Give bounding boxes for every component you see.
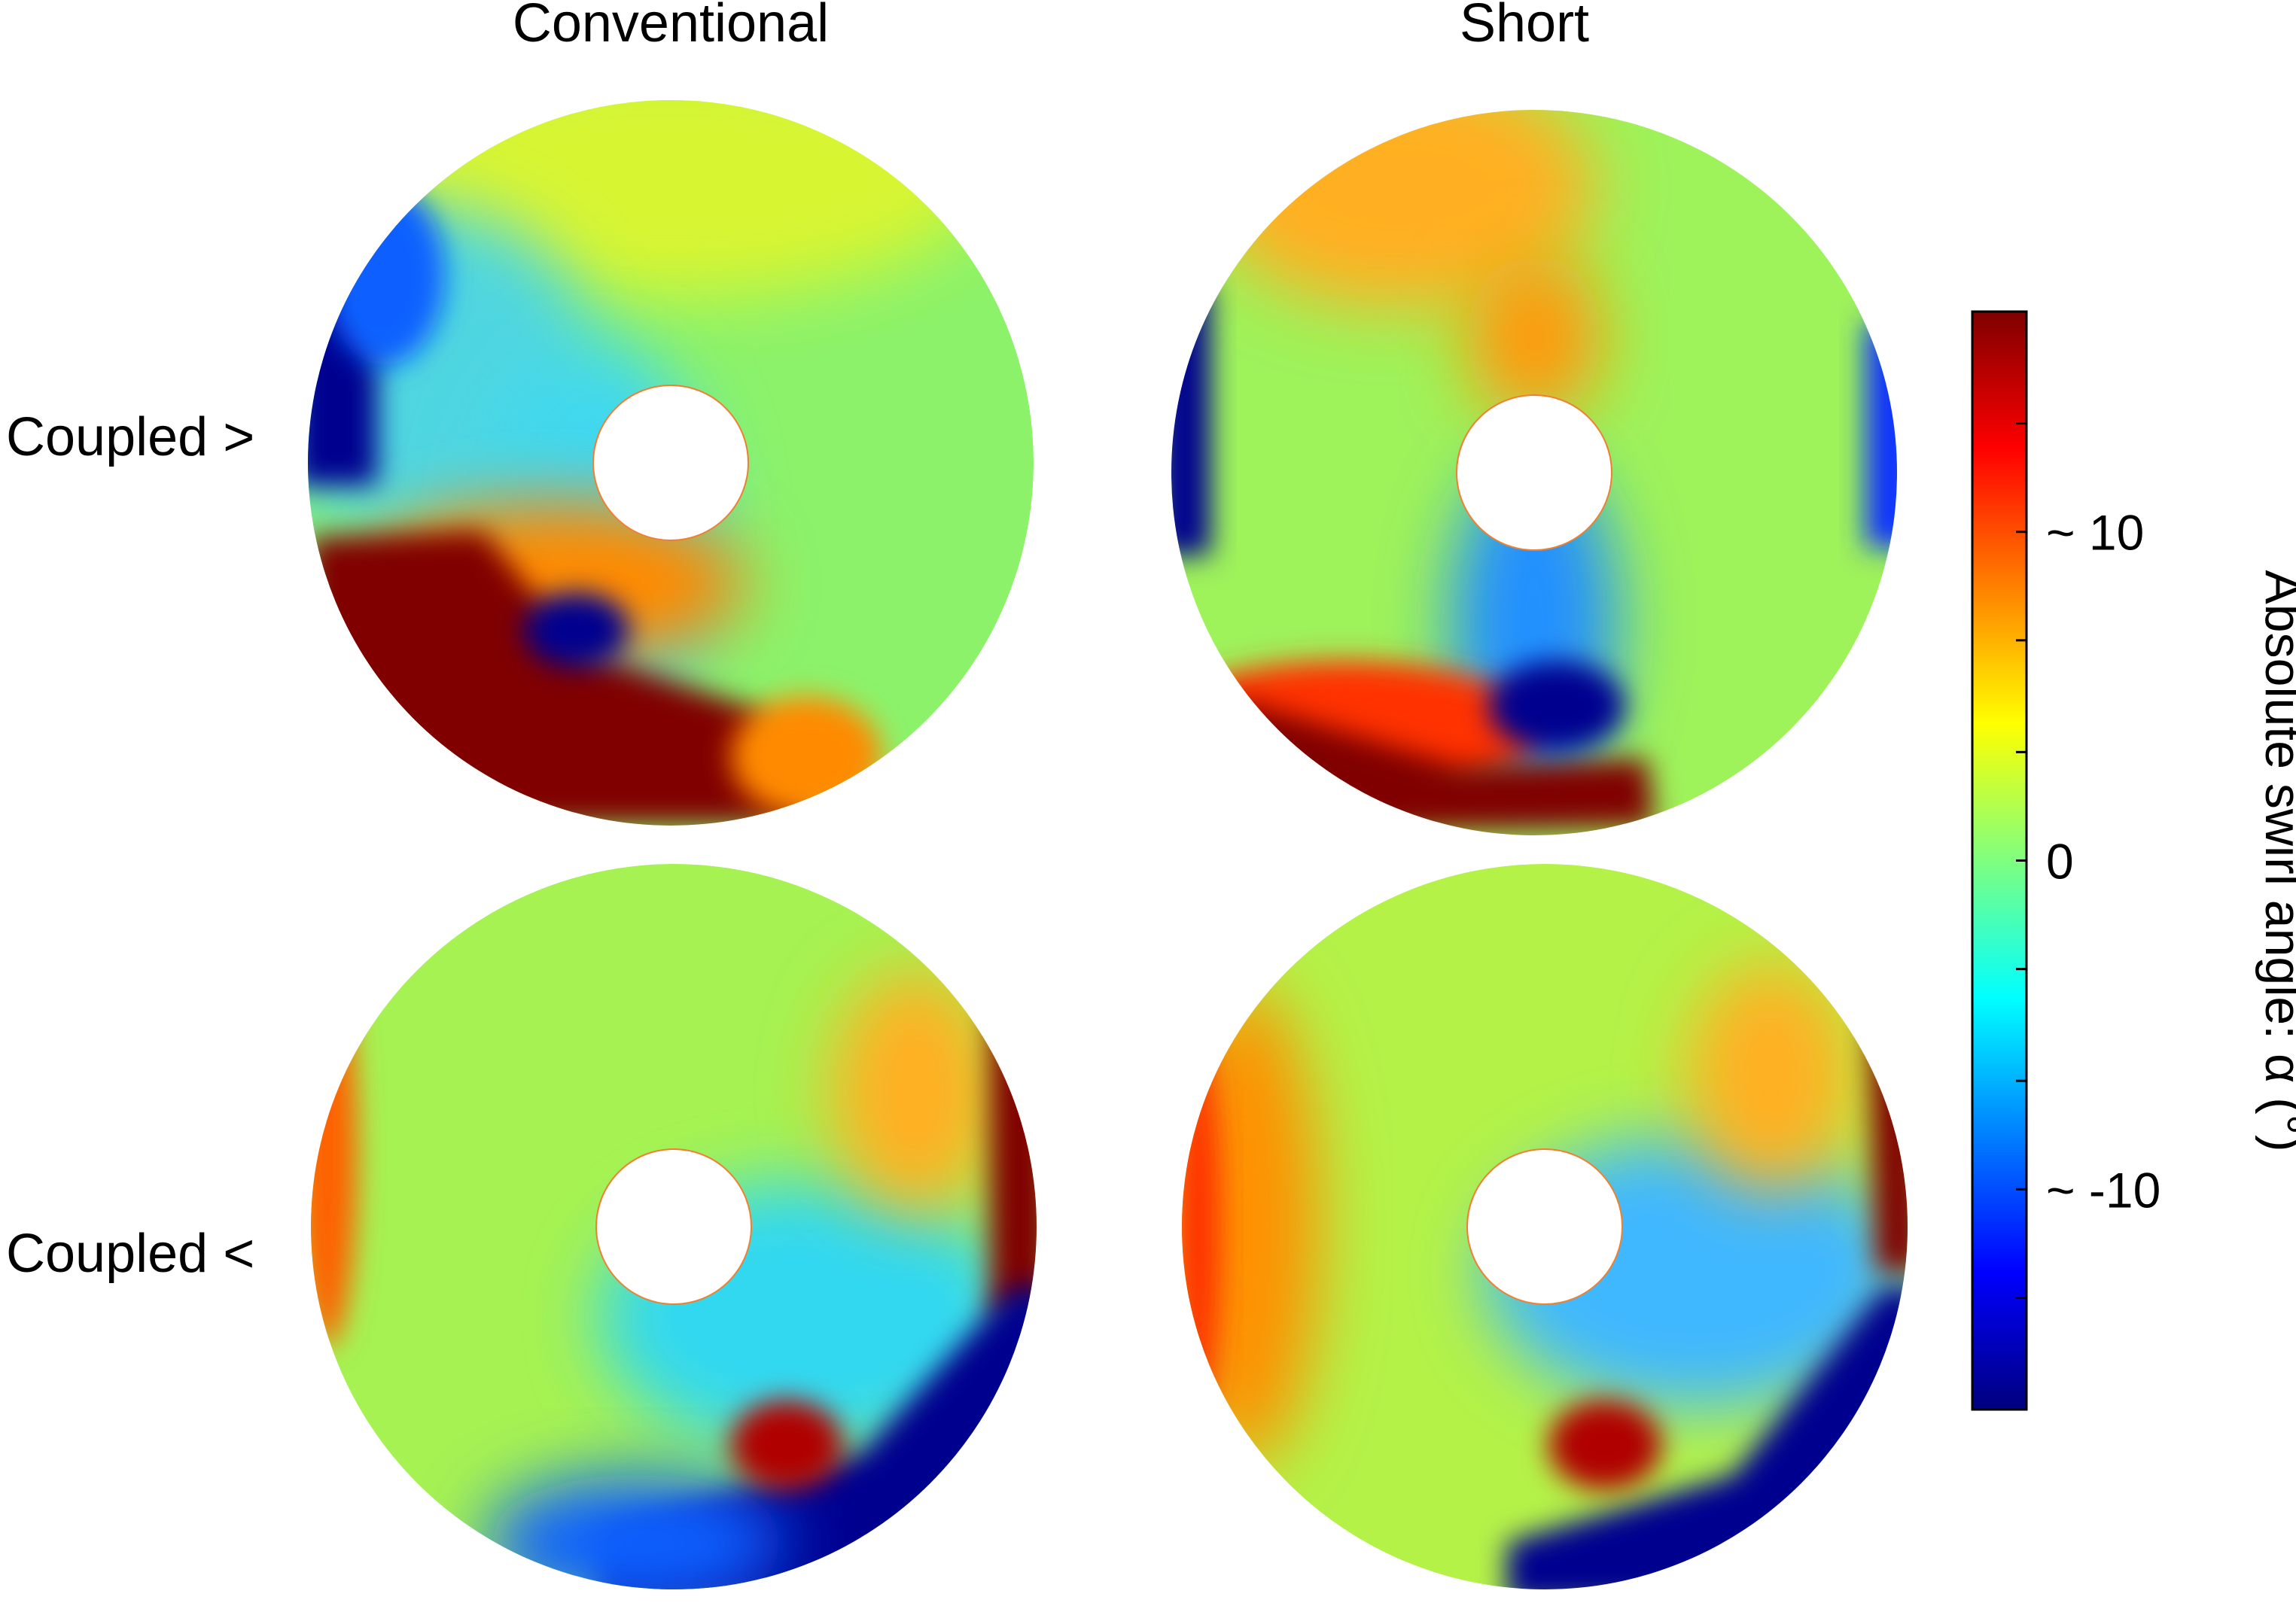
tick-label: 0 <box>2046 834 2074 890</box>
tick-label: ~ -10 <box>2046 1162 2160 1218</box>
tick-label: ~ 10 <box>2046 505 2144 561</box>
contour-plot <box>1171 110 1897 835</box>
column-title: Short <box>1460 0 1589 53</box>
contour-plot <box>308 100 1034 826</box>
column-title: Conventional <box>513 0 829 53</box>
row-label: Coupled < <box>6 1224 254 1284</box>
contour-plot <box>1182 864 1908 1589</box>
colorbar-label: Absolute swirl angle: α (°) <box>2255 570 2296 1151</box>
row-label: Coupled > <box>6 407 254 467</box>
contour-plot <box>311 864 1037 1589</box>
